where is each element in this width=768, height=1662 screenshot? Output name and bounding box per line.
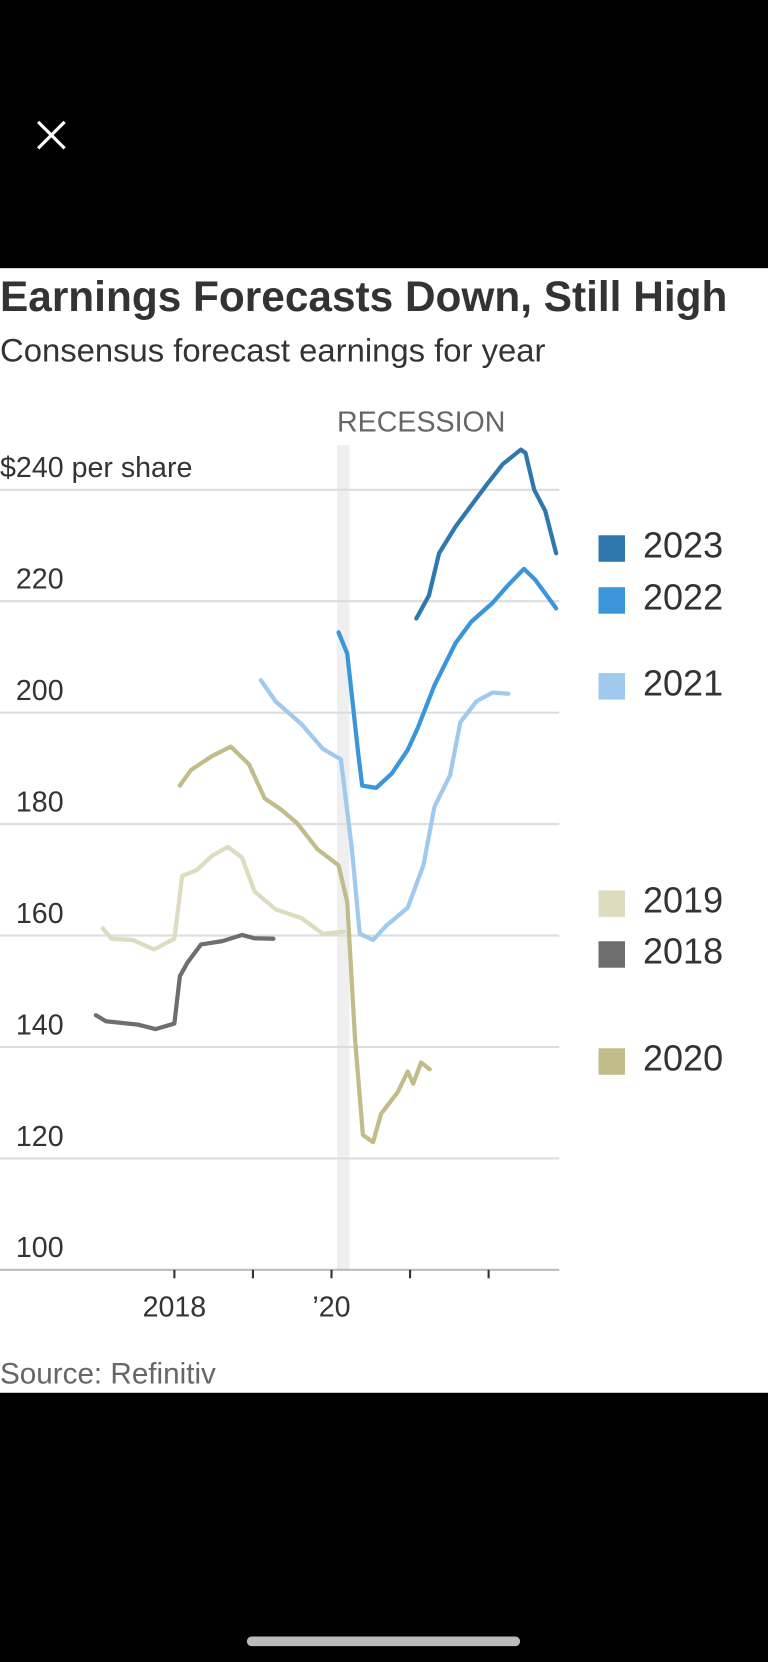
y-tick-label: 140 bbox=[16, 1009, 64, 1041]
y-tick-label: 200 bbox=[16, 675, 64, 707]
plot-area: RECESSION 100 120 140 160 180 200 220 $240 per s… bbox=[0, 407, 723, 1324]
series-line bbox=[336, 566, 559, 790]
y-tick-label: 220 bbox=[16, 564, 64, 596]
series-line bbox=[414, 447, 559, 621]
x-tick-label: 2018 bbox=[143, 1292, 207, 1324]
legend-label: 2022 bbox=[643, 576, 723, 617]
legend-label: 2023 bbox=[643, 525, 723, 566]
y-tick-label: $240 per share bbox=[0, 452, 192, 484]
series-line bbox=[177, 744, 432, 1145]
legend-swatch bbox=[598, 890, 625, 917]
source-note: Source: Refinitiv bbox=[0, 1358, 216, 1391]
close-icon[interactable] bbox=[37, 120, 66, 150]
legend-swatch bbox=[598, 673, 625, 700]
legend-swatch bbox=[598, 1048, 625, 1075]
chart-panel bbox=[0, 268, 768, 1393]
legend-label: 2020 bbox=[643, 1038, 723, 1079]
recession-label: RECESSION bbox=[337, 407, 505, 439]
home-indicator[interactable] bbox=[246, 1636, 521, 1647]
x-tick-label: ’20 bbox=[312, 1292, 350, 1324]
y-tick-label: 100 bbox=[16, 1232, 64, 1264]
legend-swatch bbox=[598, 941, 625, 968]
series-line bbox=[93, 932, 276, 1032]
recession-band bbox=[337, 445, 350, 1270]
y-tick-label: 160 bbox=[16, 898, 64, 930]
series-line bbox=[100, 844, 347, 952]
chart-title: Earnings Forecasts Down, Still High bbox=[0, 273, 727, 320]
legend-label: 2021 bbox=[643, 662, 723, 703]
y-tick-label: 120 bbox=[16, 1121, 64, 1153]
legend-swatch bbox=[598, 587, 625, 614]
series-line bbox=[258, 678, 511, 943]
chart-subtitle: Consensus forecast earnings for year bbox=[0, 332, 545, 369]
legend-label: 2018 bbox=[643, 930, 723, 971]
legend-swatch bbox=[598, 535, 625, 562]
y-tick-label: 180 bbox=[16, 786, 64, 818]
legend-label: 2019 bbox=[643, 880, 723, 921]
close-button[interactable] bbox=[21, 105, 81, 166]
